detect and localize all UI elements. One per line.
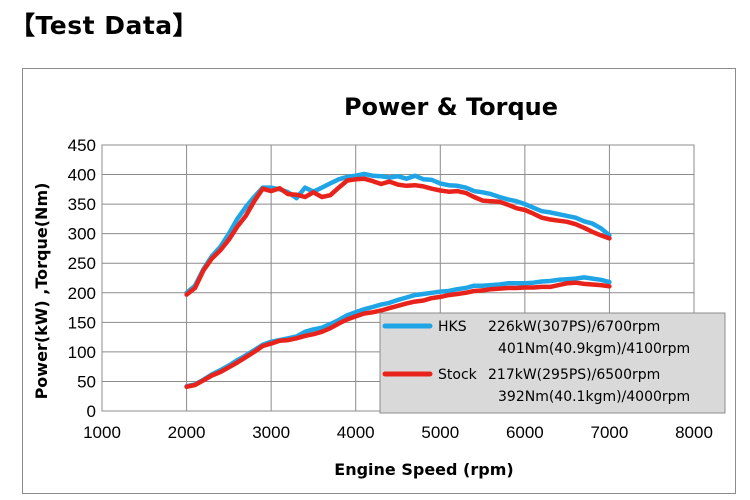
plot-area: 0 50 100 150 200 250 300 350 400 450 1000 2000 3000 4… bbox=[68, 136, 713, 442]
x-tick-label: 4000 bbox=[337, 423, 375, 442]
legend-box bbox=[379, 312, 726, 414]
chart-title: Power & Torque bbox=[344, 93, 558, 121]
x-axis-label: Engine Speed (rpm) bbox=[334, 460, 513, 479]
legend-detail-line1: 226kW(307PS)/6700rpm bbox=[488, 319, 660, 335]
y-tick-label: 0 bbox=[87, 402, 96, 421]
legend-name: HKS bbox=[438, 319, 467, 335]
x-tick-label: 6000 bbox=[506, 423, 544, 442]
x-tick-label: 3000 bbox=[252, 423, 290, 442]
x-tick-label: 2000 bbox=[168, 423, 206, 442]
y-axis-label: Power(kW) ,Torque(Nm) bbox=[32, 183, 51, 400]
series-line-stock_torque bbox=[184, 176, 612, 297]
legend-detail-line1: 217kW(295PS)/6500rpm bbox=[488, 367, 660, 383]
x-tick-label: 7000 bbox=[591, 423, 629, 442]
y-tick-label: 250 bbox=[68, 254, 96, 273]
y-tick-label: 350 bbox=[68, 195, 96, 214]
x-tick-label: 1000 bbox=[83, 423, 121, 442]
y-tick-label: 50 bbox=[77, 372, 96, 391]
x-tick-label: 5000 bbox=[421, 423, 459, 442]
y-tick-label: 150 bbox=[68, 313, 96, 332]
chart-frame: Power & Torque 0 50 100 150 200 250 300 350 400 4… bbox=[22, 68, 736, 494]
y-tick-label: 300 bbox=[68, 225, 96, 244]
series-line-stock_power bbox=[184, 280, 612, 390]
y-tick-label: 100 bbox=[68, 343, 96, 362]
legend-name: Stock bbox=[438, 367, 478, 383]
legend-detail-line2: 401Nm(40.9kgm)/4100rpm bbox=[498, 341, 690, 357]
x-tick-label: 8000 bbox=[675, 423, 713, 442]
y-tick-label: 400 bbox=[68, 166, 96, 185]
y-tick-label: 200 bbox=[68, 284, 96, 303]
legend: HKS 226kW(307PS)/6700rpm 401Nm(40.9kgm)/41… bbox=[379, 312, 726, 414]
y-tick-label: 450 bbox=[68, 136, 96, 155]
power-torque-chart: Power & Torque 0 50 100 150 200 250 300 350 400 4… bbox=[32, 93, 726, 479]
legend-detail-line2: 392Nm(40.1kgm)/4000rpm bbox=[498, 389, 690, 405]
page-heading: 【Test Data】 bbox=[10, 11, 199, 40]
